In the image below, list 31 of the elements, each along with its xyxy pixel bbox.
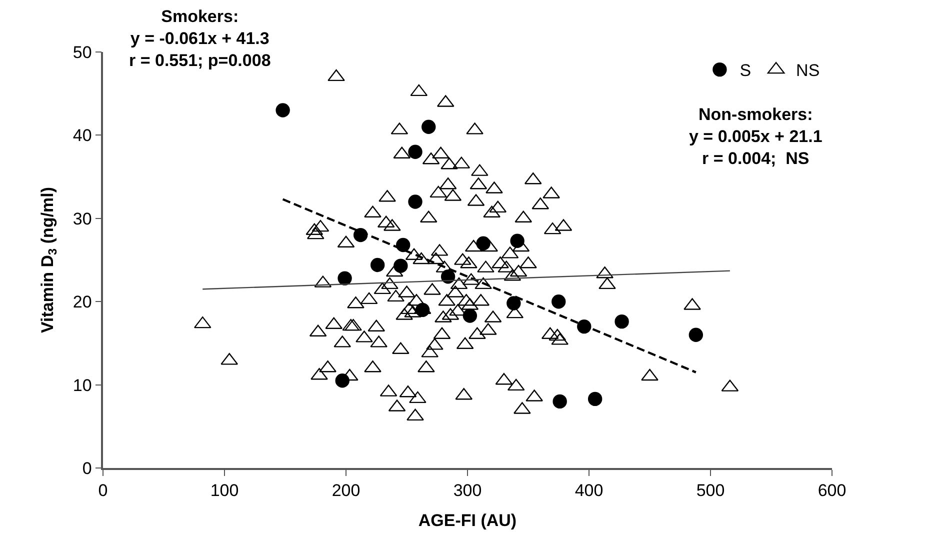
point — [396, 238, 410, 252]
x-tick-label: 200 — [332, 481, 360, 500]
legend-label: NS — [796, 61, 820, 80]
x-tick-label: 100 — [210, 481, 239, 500]
point — [408, 144, 422, 159]
y-tick-label: 0 — [82, 458, 92, 478]
point — [422, 120, 436, 134]
point — [614, 314, 629, 329]
x-tick-label: 400 — [574, 481, 604, 500]
y-tick-label: 40 — [72, 126, 92, 146]
y-tick-label: 10 — [72, 376, 92, 395]
y-tick-label: 20 — [72, 292, 92, 312]
x-tick-label: 0 — [98, 481, 108, 500]
y-tick-label: 30 — [72, 209, 92, 228]
point — [688, 328, 704, 342]
x-tick-label: 600 — [818, 481, 846, 500]
x-tick-label: 300 — [453, 481, 482, 500]
annotation: Non-smokers: y = 0.005x + 21.1 r = 0.004; NS — [689, 105, 822, 168]
legend-label: S — [740, 61, 752, 80]
point — [552, 394, 567, 409]
point — [338, 271, 352, 286]
point — [408, 194, 422, 209]
point — [276, 103, 290, 118]
point — [370, 258, 385, 272]
annotation: Smokers: y = -0.061x + 41.3 r = 0.551; p=0.008 — [129, 7, 271, 70]
point — [462, 308, 478, 323]
y-tick-label: 50 — [72, 42, 92, 62]
point — [588, 392, 602, 406]
x-tick-label: 500 — [696, 481, 725, 500]
x-axis-title: AGE-FI (AU) — [418, 511, 517, 530]
point — [552, 294, 566, 309]
